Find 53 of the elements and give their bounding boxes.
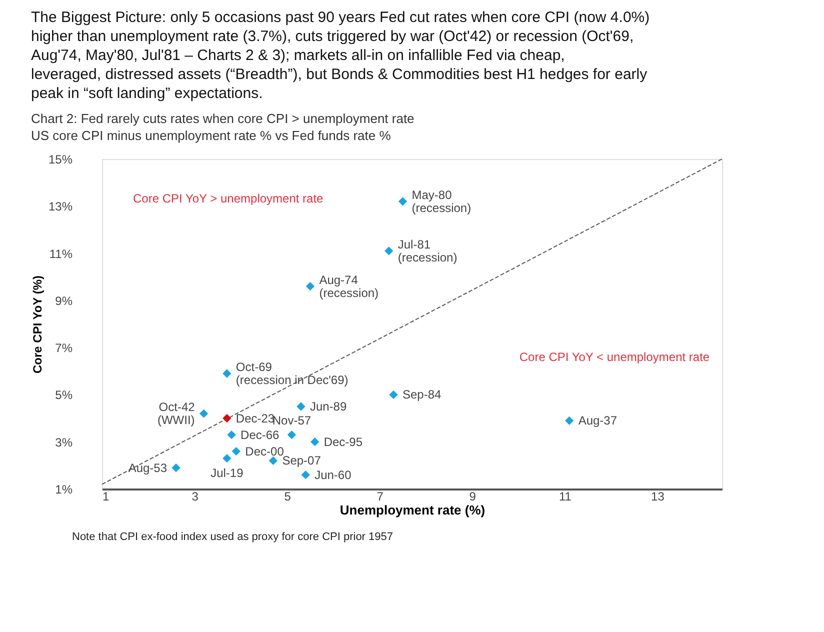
y-tick-label: 5% xyxy=(55,388,73,402)
annotation: Dec-00 xyxy=(245,444,284,458)
annotation: Jun-60 xyxy=(314,468,352,482)
x-tick-label: 9 xyxy=(469,490,476,504)
annotation: Jun-89 xyxy=(310,400,347,414)
x-tick-label: 13 xyxy=(651,490,665,504)
point xyxy=(301,470,310,480)
point xyxy=(389,390,398,400)
annotation: Core CPI YoY < unemployment rate xyxy=(519,350,710,364)
y-tick-label: 13% xyxy=(48,200,73,214)
y-tick-label: 15% xyxy=(48,152,73,166)
x-tick-label: 11 xyxy=(558,490,572,504)
y-tick-label: 9% xyxy=(55,294,73,308)
point xyxy=(222,454,232,463)
point xyxy=(384,246,394,256)
y-axis-title: Core CPI YoY (%) xyxy=(30,275,44,374)
y-tick-label: 1% xyxy=(55,482,73,496)
annotation: Aug-53 xyxy=(128,460,168,475)
annotation: Sep-84 xyxy=(402,388,442,402)
annotation: Core CPI YoY > unemployment rate xyxy=(133,192,324,206)
text: Note that CPI ex-food index used as proxy for core CPI prior 1957 xyxy=(72,531,393,543)
annotation: Jul-19 xyxy=(210,466,244,480)
annotation: Sep-07 xyxy=(282,454,322,468)
y-tick-label: 11% xyxy=(49,246,73,261)
annotation: Aug-74 (recession) xyxy=(319,272,379,300)
point xyxy=(287,430,296,440)
annotation: Dec-95 xyxy=(324,434,363,449)
text: US core CPI minus unemployment rate % vs Fed funds rate % xyxy=(30,128,392,143)
x-tick-label: 3 xyxy=(192,490,199,504)
point xyxy=(172,463,180,472)
point xyxy=(398,197,408,206)
point xyxy=(232,446,241,456)
point xyxy=(310,438,320,446)
y-tick-label: 3% xyxy=(55,435,73,450)
point xyxy=(199,409,208,418)
annotation: Dec-66 xyxy=(240,428,280,442)
annotation: May-80 (recession) xyxy=(412,188,472,215)
y-tick-label: 7% xyxy=(55,341,73,356)
x-tick-label: 5 xyxy=(284,490,292,504)
chart-title: The Biggest Picture: only 5 occasions past 90 years Fed cut rates when core CPI (now 4.0%) higher than unemployment rate (3.7%), cuts triggered by war (Oct'42) or recession (Oct'69, Aug'74, May'80, Jul'81 – Charts 2 & 3); markets all-in on infallible Fed via cheap, leveraged, distressed assets (“Breadth”), but Bonds & Commodities best H1 hedges for early peak in “soft landing” expectations. xyxy=(30,9,650,102)
x-tick-label: 7 xyxy=(376,490,384,504)
point xyxy=(296,402,306,411)
point xyxy=(227,430,236,440)
point xyxy=(306,282,315,291)
annotation: Oct-42 (WWII) xyxy=(157,400,196,428)
point xyxy=(268,456,278,466)
x-tick-label: 1 xyxy=(102,490,110,504)
point xyxy=(222,369,232,378)
annotation: Jul-81 (recession) xyxy=(398,237,458,264)
annotation: Aug-37 xyxy=(578,414,618,428)
point xyxy=(564,416,574,425)
chart-subtitle: Chart 2: Fed rarely cuts rates when core CPI > unemployment rate xyxy=(30,111,414,126)
x-axis-title: Unemployment rate (%) xyxy=(340,502,486,518)
